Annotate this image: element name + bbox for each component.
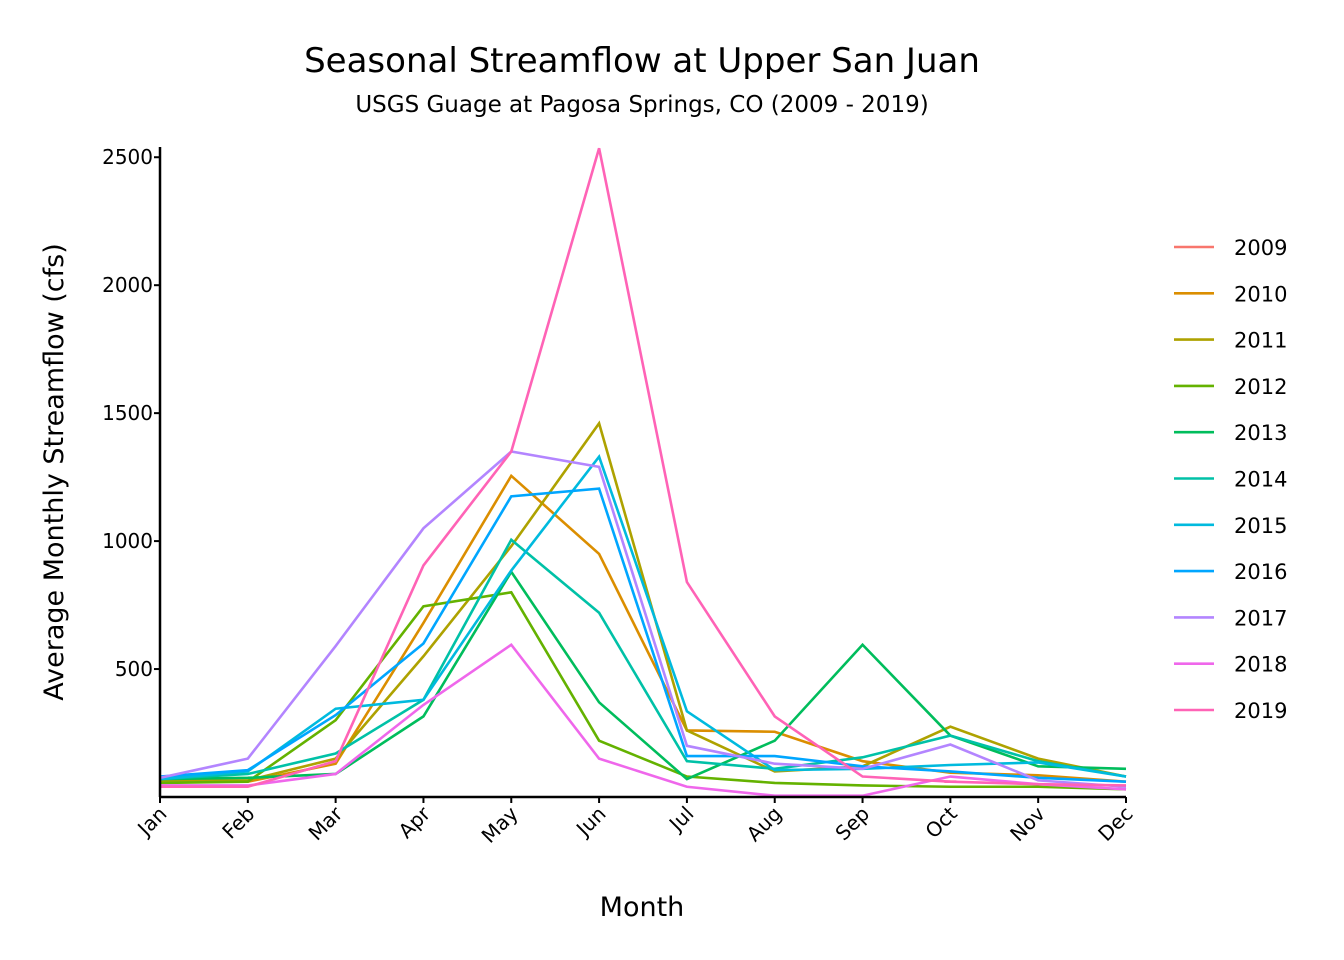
y-tick-label: 1500 [102,401,153,425]
chart-title: Seasonal Streamflow at Upper San Juan [304,41,980,81]
legend-label: 2010 [1234,282,1287,306]
y-tick-label: 2500 [102,145,153,169]
x-axis-title: Month [600,892,685,923]
y-tick-label: 2000 [102,273,153,297]
legend-label: 2015 [1234,514,1287,538]
x-tick-label: Sep [830,802,874,846]
x-tick-label: Dec [1093,802,1137,846]
legend-label: 2019 [1234,699,1287,723]
legend-item-2015: 2015 [1174,514,1287,538]
legend-label: 2018 [1234,653,1287,677]
x-tick-label: Mar [304,801,348,845]
chart-subtitle: USGS Guage at Pagosa Springs, CO (2009 -… [355,92,928,118]
series-line-2017 [159,450,1127,789]
legend-label: 2014 [1234,468,1287,492]
x-tick-label: May [477,801,523,847]
series-line-2014 [159,537,1127,781]
legend-item-2012: 2012 [1174,375,1287,399]
series-line-2016 [159,487,1127,783]
legend-label: 2016 [1234,560,1287,584]
series-line-2018 [160,642,1127,798]
legend-label: 2009 [1234,236,1287,260]
legend-item-2011: 2011 [1174,329,1287,353]
x-tick-label: Aug [742,802,787,847]
x-tick-label: Jul [663,802,698,837]
legend-item-2016: 2016 [1174,560,1287,584]
y-tick-label: 500 [115,657,153,681]
legend-label: 2012 [1234,375,1287,399]
x-tick-label: Jun [570,802,610,842]
y-tick-label: 1000 [102,529,153,553]
legend-label: 2011 [1234,329,1287,353]
legend-item-2009: 2009 [1174,236,1287,260]
x-tick-label: Apr [394,801,436,843]
x-tick-label: Jan [131,802,171,842]
series-line-2012 [159,590,1127,791]
series-lines [159,147,1127,798]
series-line-2015 [159,453,1127,781]
series-line-2011 [160,420,1127,782]
legend-item-2019: 2019 [1174,699,1287,723]
legend: 2009 2010 2011 2012 2013 2014 2015 2016 2017 2018… [1174,236,1287,723]
x-tick-label: Oct [920,801,962,843]
series-line-2019 [160,147,1127,789]
legend-item-2013: 2013 [1174,421,1287,445]
legend-item-2014: 2014 [1174,468,1287,492]
y-axis-ticks: 500 1000 1500 2000 2500 [102,145,160,681]
y-axis-title: Average Monthly Streamflow (cfs) [39,243,70,701]
legend-item-2018: 2018 [1174,653,1287,677]
legend-item-2017: 2017 [1174,606,1287,630]
x-axis-ticks: Jan Feb Mar Apr May Jun Jul Aug Sep Oct Nov Dec [131,797,1138,848]
legend-label: 2017 [1234,606,1287,630]
legend-item-2010: 2010 [1174,282,1287,306]
x-tick-label: Feb [217,802,259,844]
legend-label: 2013 [1234,421,1287,445]
x-tick-label: Nov [1005,801,1050,846]
